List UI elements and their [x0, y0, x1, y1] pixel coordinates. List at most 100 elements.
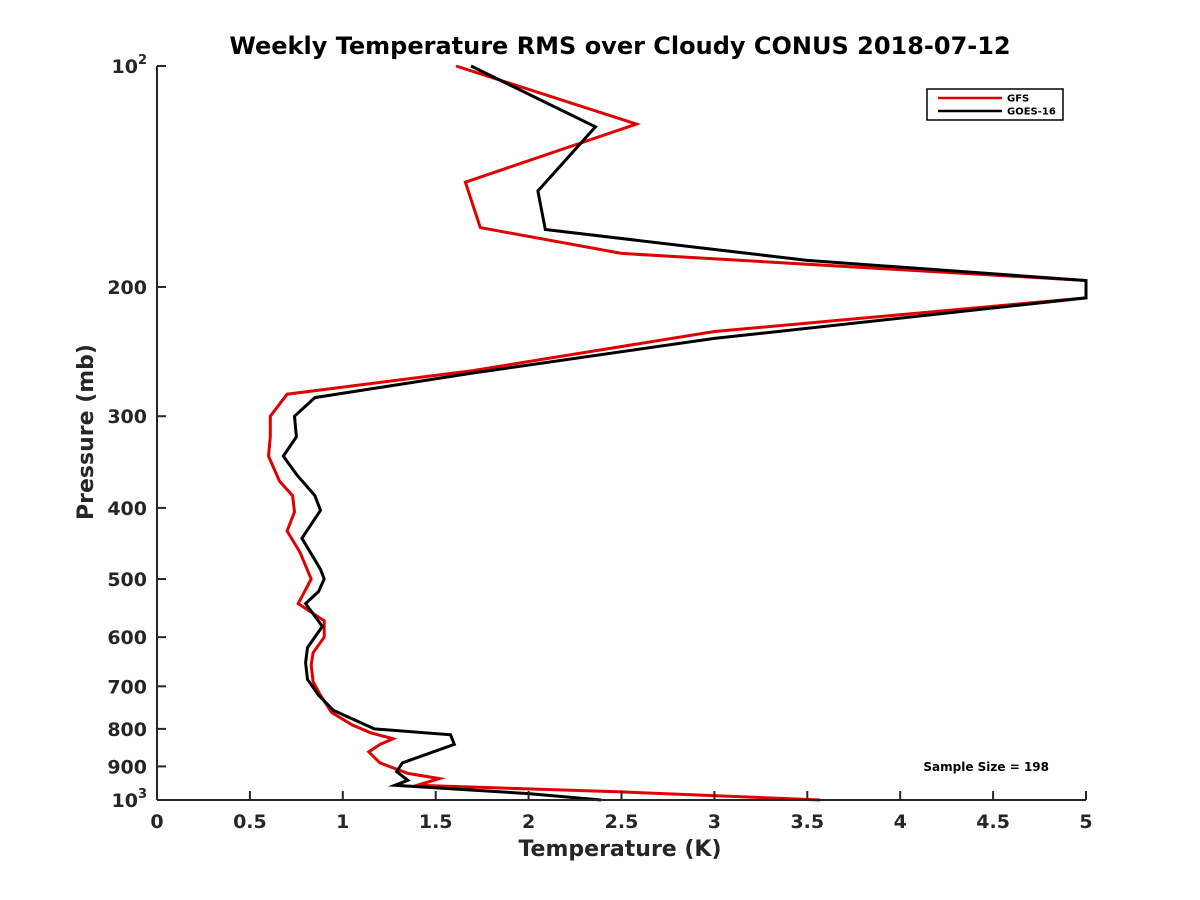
data-point-goes-16 — [306, 678, 309, 681]
data-point-goes-16 — [395, 770, 398, 773]
data-point-gfs — [406, 772, 409, 775]
data-point-gfs — [464, 181, 467, 184]
data-point-goes-16 — [295, 473, 298, 476]
data-point-gfs — [278, 480, 281, 483]
y-ticks: 102 200 300 400 500 600 700 800 900 103 — [107, 53, 166, 812]
x-axis-label: Temperature (K) — [518, 837, 721, 862]
data-point-gfs — [267, 455, 270, 458]
data-point-goes-16 — [713, 337, 716, 340]
x-tick-label: 3.5 — [790, 811, 824, 833]
x-tick-label: 3 — [708, 811, 721, 833]
data-point-goes-16 — [1085, 279, 1088, 282]
data-point-goes-16 — [806, 259, 809, 262]
y-axis-label: Pressure (mb) — [74, 344, 99, 520]
data-point-goes-16 — [449, 733, 452, 736]
x-tick-label: 0.5 — [233, 811, 267, 833]
data-point-goes-16 — [393, 784, 396, 787]
x-tick-label: 2.5 — [605, 811, 639, 833]
x-ticks: 0 0.5 1 1.5 2 2.5 3 3.5 4 4.5 5 — [150, 791, 1093, 833]
series-layer — [266, 64, 1088, 802]
y-tick-label: 400 — [107, 498, 147, 520]
data-point-gfs — [378, 761, 381, 764]
data-point-gfs — [291, 494, 294, 497]
data-point-gfs — [635, 123, 638, 126]
data-point-gfs — [269, 415, 272, 418]
y-tick-label: 800 — [107, 719, 147, 741]
data-point-goes-16 — [282, 455, 285, 458]
x-tick-label: 4.5 — [976, 811, 1010, 833]
data-point-goes-16 — [453, 743, 456, 746]
series-line-goes-16 — [281, 64, 1088, 802]
data-point-gfs — [438, 777, 441, 780]
y-tick-label: 102 — [112, 53, 148, 78]
y-tick-label-base: 800 — [107, 719, 147, 741]
plot-area: 0 0.5 1 1.5 2 2.5 3 3.5 4 4.5 5 102 200 300 400 500 600… — [107, 53, 1092, 833]
data-point-gfs — [369, 731, 372, 734]
y-tick-label: 500 — [107, 569, 147, 591]
y-tick-label-base: 300 — [107, 406, 147, 428]
data-point-gfs — [620, 252, 623, 255]
data-point-goes-16 — [373, 727, 376, 730]
data-point-gfs — [378, 743, 381, 746]
data-point-goes-16 — [313, 494, 316, 497]
data-point-goes-16 — [306, 646, 309, 649]
data-point-goes-16 — [594, 125, 597, 128]
y-tick-label-base: 900 — [107, 756, 147, 778]
y-tick-label: 600 — [107, 627, 147, 649]
data-point-gfs — [297, 602, 300, 605]
data-point-goes-16 — [323, 578, 326, 581]
data-point-goes-16 — [319, 509, 322, 512]
y-tick-label: 200 — [107, 277, 147, 299]
y-tick-label: 103 — [112, 787, 148, 812]
data-point-goes-16 — [332, 709, 335, 712]
data-point-goes-16 — [317, 590, 320, 593]
y-tick-label-exponent: 2 — [138, 53, 147, 68]
data-point-goes-16 — [295, 435, 298, 438]
data-point-goes-16 — [470, 65, 473, 68]
data-point-gfs — [293, 510, 296, 513]
data-point-gfs — [479, 226, 482, 229]
x-tick-label: 0 — [150, 811, 163, 833]
data-point-gfs — [286, 529, 289, 532]
data-point-goes-16 — [304, 602, 307, 605]
x-tick-label: 4 — [894, 811, 907, 833]
data-point-goes-16 — [536, 189, 539, 192]
data-point-gfs — [286, 393, 289, 396]
y-tick-label-base: 600 — [107, 627, 147, 649]
data-point-gfs — [367, 750, 370, 753]
x-tick-label: 1.5 — [419, 811, 453, 833]
data-point-gfs — [310, 664, 313, 667]
data-point-gfs — [323, 636, 326, 639]
y-tick-label: 700 — [107, 676, 147, 698]
y-tick-label-base: 10 — [112, 56, 138, 78]
y-tick-label-base: 500 — [107, 569, 147, 591]
data-point-goes-16 — [313, 396, 316, 399]
chart-title: Weekly Temperature RMS over Cloudy CONUS… — [229, 32, 1010, 60]
data-point-goes-16 — [304, 661, 307, 664]
data-point-gfs — [351, 723, 354, 726]
data-point-gfs — [269, 435, 272, 438]
legend: GFS GOES-16 — [926, 88, 1064, 121]
data-point-gfs — [299, 551, 302, 554]
data-point-goes-16 — [319, 568, 322, 571]
y-tick-label-base: 200 — [107, 277, 147, 299]
y-tick-label: 900 — [107, 756, 147, 778]
data-point-gfs — [310, 578, 313, 581]
data-point-goes-16 — [321, 625, 324, 628]
x-tick-label: 5 — [1079, 811, 1092, 833]
legend-label-goes-16: GOES-16 — [1007, 107, 1056, 118]
x-tick-label: 1 — [336, 811, 349, 833]
data-point-goes-16 — [401, 761, 404, 764]
legend-label-gfs: GFS — [1007, 94, 1029, 105]
data-point-goes-16 — [406, 779, 409, 782]
y-tick-label-base: 700 — [107, 676, 147, 698]
y-tick-label-base: 400 — [107, 498, 147, 520]
y-tick-label: 300 — [107, 406, 147, 428]
data-point-gfs — [455, 65, 458, 68]
data-point-gfs — [713, 330, 716, 333]
legend-box — [926, 88, 1064, 121]
data-point-goes-16 — [471, 372, 474, 375]
sample-size-annotation: Sample Size = 198 — [923, 760, 1049, 774]
